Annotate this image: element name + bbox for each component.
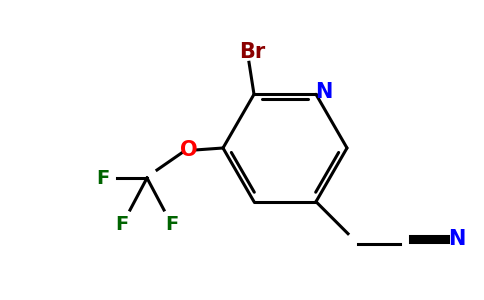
Text: F: F: [96, 169, 109, 188]
Text: F: F: [115, 215, 129, 235]
Text: O: O: [180, 140, 198, 160]
Text: Br: Br: [239, 42, 265, 62]
Text: F: F: [166, 215, 179, 235]
Text: N: N: [448, 229, 466, 249]
Text: N: N: [315, 82, 333, 102]
